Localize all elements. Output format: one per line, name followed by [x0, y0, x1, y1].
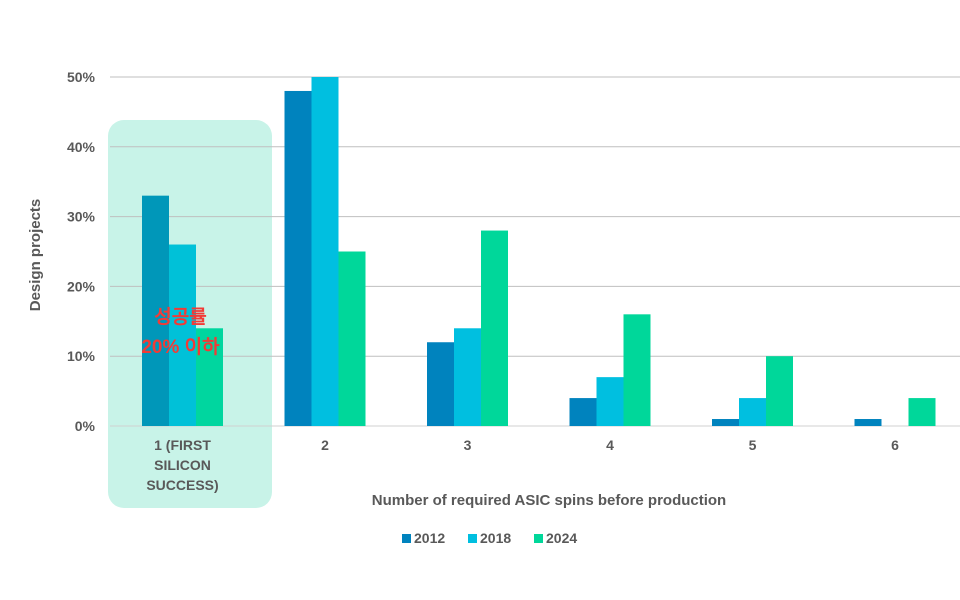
bar-2012-cat-5: [712, 419, 739, 426]
x-tick-label: 2: [321, 437, 329, 453]
bar-2018-cat-4: [596, 377, 624, 426]
bar-2024-cat-6: [908, 398, 936, 426]
legend-swatch-2024: [534, 534, 543, 543]
bar-2024-cat-5: [766, 356, 793, 426]
x-tick-label: 6: [891, 437, 899, 453]
x-axis-title: Number of required ASIC spins before pro…: [372, 492, 726, 509]
legend-label-2012: 2012: [414, 530, 445, 546]
y-tick-label: 20%: [67, 278, 96, 294]
x-tick-label: 3: [464, 437, 472, 453]
success-rate-annotation: 성공률 20% 이하: [141, 306, 220, 358]
bar-2018-cat-2: [311, 77, 339, 426]
bars: [142, 77, 936, 427]
bar-2024-cat-2: [338, 251, 366, 426]
bar-2012-cat-6: [854, 419, 882, 426]
y-axis-title: Design projects: [27, 199, 44, 312]
gridlines: [110, 76, 960, 427]
legend: 2012 2018 2024: [402, 530, 577, 546]
legend-swatch-2012: [402, 534, 411, 543]
y-tick-label: 10%: [67, 348, 96, 364]
bar-2018-cat-1: [169, 244, 196, 426]
y-tick-label: 30%: [67, 209, 96, 225]
y-tick-label: 0%: [75, 418, 96, 434]
bar-2012-cat-1: [142, 195, 169, 426]
legend-swatch-2018: [468, 534, 477, 543]
bar-2024-cat-3: [481, 230, 508, 426]
x-tick-label: 5: [749, 437, 757, 453]
y-tick-label: 50%: [67, 69, 96, 85]
bar-2012-cat-4: [569, 398, 597, 426]
bar-2024-cat-1: [196, 328, 223, 426]
bar-2012-cat-3: [427, 342, 454, 426]
bar-2024-cat-4: [623, 314, 651, 426]
bar-2012-cat-2: [284, 90, 312, 427]
y-axis-ticks: 0% 10% 20% 30% 40% 50%: [67, 69, 96, 434]
x-tick-label: 1 (FIRST SILICON SUCCESS): [146, 437, 218, 493]
legend-label-2018: 2018: [480, 530, 511, 546]
bar-2018-cat-5: [739, 398, 766, 426]
y-tick-label: 40%: [67, 139, 96, 155]
x-tick-label: 4: [606, 437, 614, 453]
legend-label-2024: 2024: [546, 530, 577, 546]
x-axis-ticks: 1 (FIRST SILICON SUCCESS) 2 3 4 5 6: [146, 437, 899, 493]
bar-2018-cat-3: [454, 328, 481, 426]
